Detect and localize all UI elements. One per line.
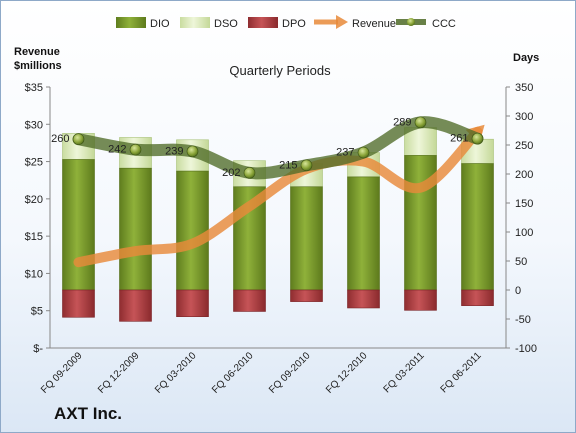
right-tick-label: 350	[515, 82, 533, 94]
chart-title: Quarterly Periods	[229, 63, 331, 78]
right-axis-title: Days	[513, 52, 539, 64]
legend-ccc-marker	[407, 18, 415, 26]
right-tick-label: -50	[515, 314, 531, 326]
left-tick-label: $30	[25, 119, 43, 131]
ccc-marker	[72, 133, 85, 145]
dio-bar	[176, 170, 209, 291]
ccc-data-label: 261	[450, 133, 468, 145]
dio-bar	[461, 163, 494, 291]
legend: DIO DSO DPO Revenue CCC	[116, 15, 456, 30]
legend-dso-swatch	[180, 17, 210, 28]
left-tick-label: $20	[25, 194, 43, 206]
ccc-data-label: 237	[336, 147, 354, 159]
dpo-bar	[404, 289, 437, 311]
right-tick-label: 0	[515, 285, 521, 297]
ccc-marker	[129, 143, 142, 156]
legend-ccc-label: CCC	[432, 18, 456, 30]
left-tick-label: $25	[25, 157, 43, 169]
dpo-bar	[176, 289, 209, 317]
dio-bar	[119, 167, 152, 291]
ccc-marker	[471, 132, 484, 145]
x-tick-label: FQ 03-2010	[153, 350, 199, 396]
right-tick-label: 200	[515, 169, 533, 181]
ccc-marker	[414, 116, 427, 129]
dio-bar	[347, 176, 380, 291]
left-tick-label: $10	[25, 268, 43, 280]
ccc-data-label: 260	[51, 133, 69, 145]
legend-revenue-label: Revenue	[352, 18, 396, 30]
dpo-bar	[347, 289, 380, 309]
legend-dio-label: DIO	[150, 18, 170, 30]
x-tick-label: FQ 12-2009	[96, 350, 142, 396]
company-name: AXT Inc.	[54, 404, 123, 423]
left-axis-title-line2: $millions	[14, 60, 62, 72]
dpo-bar	[119, 289, 152, 322]
dio-bar	[62, 159, 95, 291]
legend-dso-label: DSO	[214, 18, 238, 30]
ccc-marker	[186, 145, 199, 158]
legend-dpo-label: DPO	[282, 18, 306, 30]
left-axis-title-line1: Revenue	[14, 46, 60, 58]
revenue-line	[73, 126, 483, 268]
dpo-bar	[233, 289, 266, 312]
x-tick-label: FQ 09-2010	[267, 350, 313, 396]
x-tick-label: FQ 12-2010	[324, 350, 370, 396]
legend-revenue-arrowhead	[336, 15, 348, 29]
left-tick-label: $35	[25, 82, 43, 94]
right-tick-label: 50	[515, 256, 527, 268]
right-tick-label: 150	[515, 198, 533, 210]
left-tick-label: $-	[33, 343, 43, 355]
left-tick-label: $15	[25, 231, 43, 243]
legend-dio-swatch	[116, 17, 146, 28]
ccc-data-label: 215	[279, 159, 297, 171]
ccc-data-label: 289	[393, 116, 411, 128]
dio-bar	[290, 186, 323, 291]
right-tick-label: -100	[515, 343, 537, 355]
legend-dpo-swatch	[248, 17, 278, 28]
x-tick-label: FQ 06-2011	[439, 350, 484, 395]
right-tick-label: 250	[515, 140, 533, 152]
ccc-marker	[357, 146, 370, 159]
ccc-marker	[300, 159, 313, 172]
ccc-data-label: 242	[108, 144, 126, 156]
dpo-bar	[290, 289, 323, 302]
ccc-marker	[243, 167, 256, 179]
ccc-data-label: 202	[222, 167, 240, 179]
x-tick-label: FQ 09-2009	[39, 350, 85, 396]
ccc-data-label: 239	[165, 145, 183, 157]
dpo-bar	[62, 289, 95, 318]
x-tick-label: FQ 06-2010	[210, 350, 256, 396]
dpo-bar	[461, 289, 494, 306]
x-tick-label: FQ 03-2011	[382, 350, 427, 395]
right-tick-label: 300	[515, 111, 533, 123]
left-tick-label: $5	[31, 306, 43, 318]
right-tick-label: 100	[515, 227, 533, 239]
